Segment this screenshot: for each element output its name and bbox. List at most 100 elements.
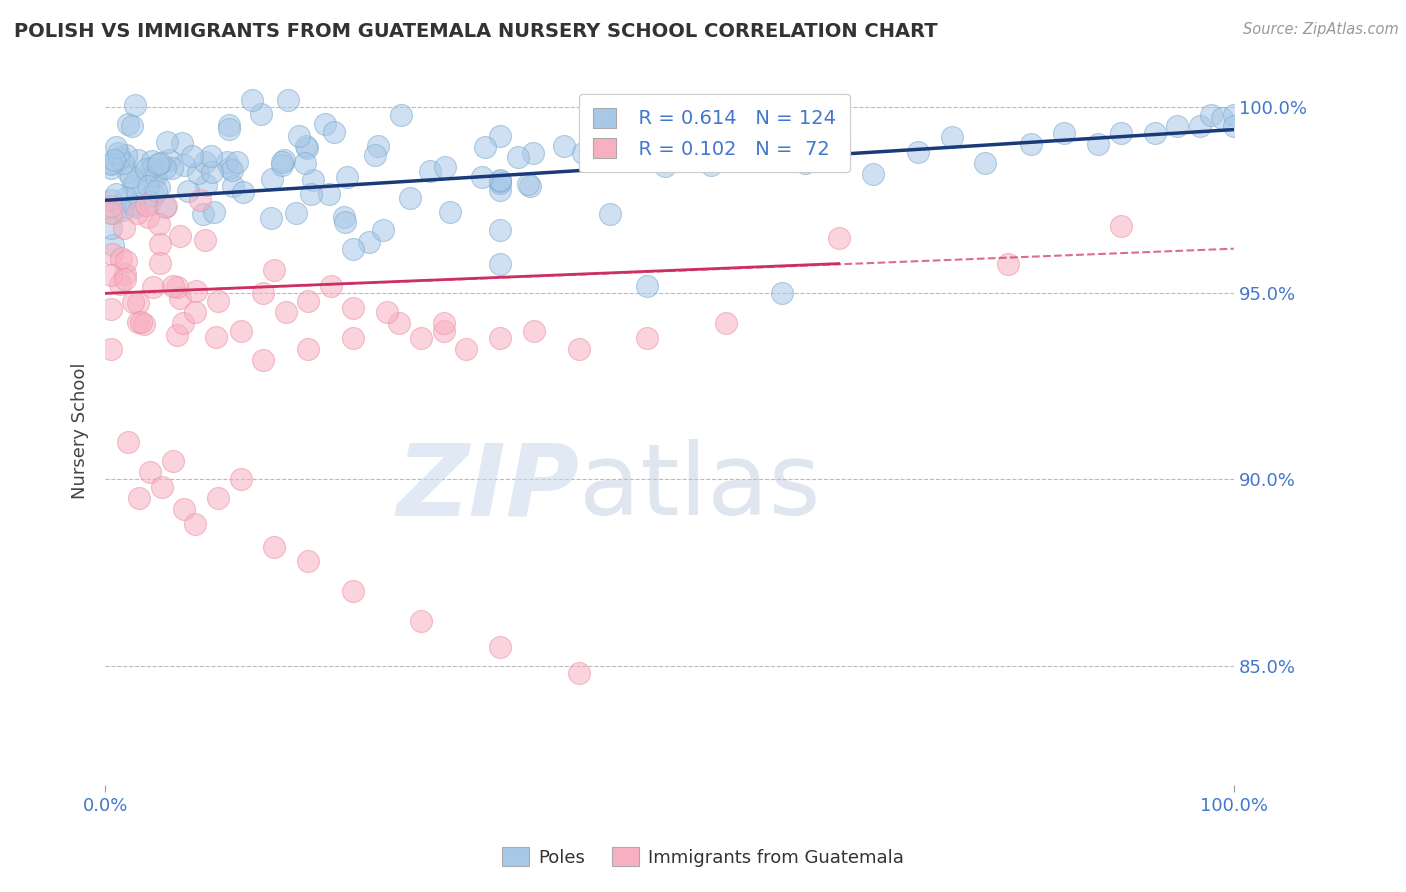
Point [169,228,191,243]
Point [389,108,412,122]
Point [162,454,184,468]
Point [110,252,132,266]
Point [204,205,226,219]
Point [770,286,793,301]
Point [194,154,217,169]
Point [599,207,621,221]
Point [187,166,209,180]
Point [553,139,575,153]
Point [169,291,191,305]
Point [828,230,851,244]
Point [1166,119,1188,133]
Point [155,199,177,213]
Point [489,176,512,190]
Point [1199,108,1222,122]
Point [207,491,229,505]
Point [125,206,148,220]
Point [474,140,496,154]
Point [284,205,307,219]
Point [471,170,494,185]
Point [489,640,512,654]
Point [335,215,357,229]
Point [399,191,422,205]
Point [439,205,461,219]
Point [388,316,411,330]
Point [117,435,139,450]
Point [250,107,273,121]
Point [115,253,138,268]
Point [162,279,184,293]
Point [136,178,159,193]
Point [489,174,512,188]
Point [103,238,125,252]
Point [173,158,195,172]
Point [112,220,135,235]
Point [336,169,359,184]
Point [101,247,124,261]
Point [107,146,129,161]
Point [974,156,997,170]
Point [862,167,884,181]
Point [104,186,127,201]
Point [218,121,240,136]
Point [630,136,652,150]
Point [568,666,591,681]
Point [419,164,441,178]
Point [155,200,177,214]
Point [149,236,172,251]
Point [100,206,122,220]
Point [170,136,193,151]
Point [104,140,127,154]
Point [314,117,336,131]
Point [1053,126,1076,140]
Point [522,146,544,161]
Point [100,302,122,317]
Point [148,156,170,170]
Point [120,170,142,185]
Point [1211,112,1233,126]
Point [232,185,254,199]
Point [252,286,274,301]
Point [1188,119,1211,133]
Point [127,153,149,167]
Point [260,172,283,186]
Point [506,150,529,164]
Point [636,279,658,293]
Point [100,342,122,356]
Point [121,178,143,193]
Point [489,129,512,144]
Point [523,324,546,338]
Point [100,199,122,213]
Point [793,156,815,170]
Point [100,193,122,207]
Legend: Poles, Immigrants from Guatemala: Poles, Immigrants from Guatemala [495,840,911,874]
Point [194,233,217,247]
Point [173,502,195,516]
Point [100,220,122,235]
Point [411,331,433,345]
Point [997,256,1019,270]
Point [100,155,122,169]
Point [489,223,512,237]
Point [1087,137,1109,152]
Point [114,267,136,281]
Point [148,180,170,194]
Point [204,330,226,344]
Point [260,211,283,226]
Point [342,301,364,316]
Point [1223,119,1246,133]
Point [143,169,166,183]
Point [297,554,319,568]
Point [149,156,172,170]
Point [434,161,457,175]
Point [333,210,356,224]
Text: Source: ZipAtlas.com: Source: ZipAtlas.com [1243,22,1399,37]
Point [117,117,139,131]
Point [134,317,156,331]
Point [100,268,122,283]
Point [294,155,316,169]
Point [215,154,238,169]
Point [319,279,342,293]
Point [172,316,194,330]
Point [201,164,224,178]
